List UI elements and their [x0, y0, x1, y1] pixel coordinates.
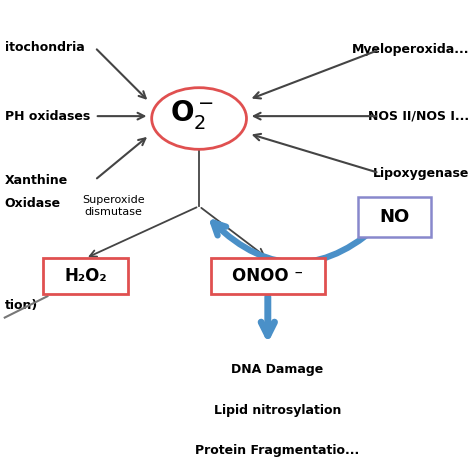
Text: O$_2^-$: O$_2^-$: [170, 98, 214, 131]
Text: Myeloperoxida...: Myeloperoxida...: [352, 43, 469, 56]
Bar: [211, 258, 325, 294]
Text: PH oxidases: PH oxidases: [5, 109, 90, 123]
Text: tion): tion): [5, 299, 38, 312]
Text: NO: NO: [380, 208, 410, 226]
FancyArrowPatch shape: [213, 218, 387, 263]
Bar: [358, 197, 431, 237]
FancyArrowPatch shape: [261, 297, 274, 336]
Text: Xanthine: Xanthine: [5, 173, 68, 187]
Text: ONOO ⁻: ONOO ⁻: [232, 267, 303, 285]
Text: Protein Fragmentatio...: Protein Fragmentatio...: [195, 444, 359, 457]
Text: Lipid nitrosylation: Lipid nitrosylation: [214, 403, 341, 417]
Text: Lipoxygenase: Lipoxygenase: [373, 166, 469, 180]
Text: Superoxide
dismutase: Superoxide dismutase: [82, 195, 145, 217]
Text: itochondria: itochondria: [5, 41, 84, 54]
Text: H₂O₂: H₂O₂: [64, 267, 107, 285]
Text: DNA Damage: DNA Damage: [231, 363, 323, 376]
Text: Oxidase: Oxidase: [5, 197, 61, 210]
Text: NOS II/NOS I...: NOS II/NOS I...: [368, 109, 469, 123]
Ellipse shape: [152, 88, 246, 149]
Bar: [43, 258, 128, 294]
